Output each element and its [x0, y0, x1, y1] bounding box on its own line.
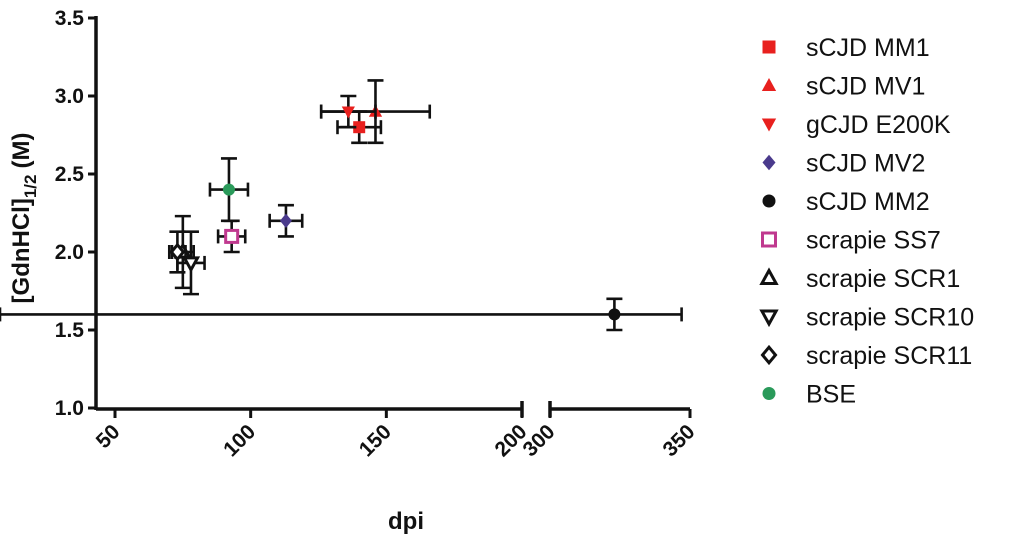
x-tick-label: 150 — [355, 420, 396, 461]
legend-item: sCJD MM2 — [762, 188, 930, 216]
legend-marker — [761, 231, 777, 248]
x-tick-label: 350 — [658, 420, 699, 461]
legend-marker — [761, 78, 777, 92]
legend-item: sCJD MM1 — [762, 34, 930, 62]
y-axis-title: [GdnHCl]1/2 (M) — [8, 133, 40, 304]
data-point — [353, 121, 366, 134]
y-tick-label: 3.0 — [55, 85, 84, 108]
series-scjd-mm2 — [0, 297, 683, 332]
legend-label: scrapie SCR11 — [806, 342, 972, 370]
y-axis-title-main: [GdnHCl] — [8, 198, 35, 303]
legend-item: sCJD MV1 — [761, 73, 925, 101]
legend-label: sCJD MM1 — [806, 34, 930, 62]
legend-marker — [759, 267, 779, 286]
data-point — [341, 106, 355, 119]
series-bse — [208, 157, 250, 223]
legend-marker — [762, 387, 776, 400]
legend-item: sCJD MV2 — [762, 150, 925, 178]
series-scrapie-scr10 — [176, 230, 206, 296]
legend-item: scrapie SS7 — [761, 227, 941, 255]
legend-marker — [761, 118, 777, 132]
series-gcjd-e200k — [319, 94, 377, 129]
data-point — [169, 242, 186, 262]
svg-text:[GdnHCl]1/2(M): [GdnHCl]1/2 (M) — [8, 133, 40, 304]
x-tick-label: 300 — [518, 420, 559, 461]
data-point — [279, 213, 292, 228]
legend-marker — [762, 40, 776, 54]
y-tick-label: 1.5 — [55, 319, 85, 342]
legend-label: BSE — [806, 381, 856, 409]
series-scrapie-scr11 — [167, 230, 187, 274]
x-axis-title: dpi — [388, 508, 424, 535]
y-axis-title-subscript: 1/2 — [21, 175, 40, 199]
series-scrapie-ss7 — [216, 219, 247, 254]
data-point — [608, 308, 621, 321]
legend-label: scrapie SS7 — [806, 227, 941, 255]
legend-marker — [760, 344, 778, 366]
legend-label: scrapie SCR10 — [806, 304, 974, 332]
legend-item: scrapie SCR1 — [759, 265, 960, 293]
legend: sCJD MM1 sCJD MV1 gCJD E200K sCJD MV2 sCJD M… — [759, 34, 974, 409]
y-tick-label: 3.5 — [55, 7, 85, 30]
axes — [88, 16, 692, 418]
data-marks — [0, 79, 683, 332]
data-point — [224, 228, 240, 244]
legend-item: gCJD E200K — [761, 111, 951, 139]
y-tick-label: 1.0 — [55, 397, 84, 420]
legend-item: scrapie SCR11 — [760, 342, 972, 370]
data-point — [181, 256, 201, 273]
y-tick-label: 2.0 — [55, 241, 84, 264]
x-tick-label: 100 — [219, 420, 260, 461]
legend-marker — [762, 194, 776, 208]
legend-label: scrapie SCR1 — [806, 265, 960, 293]
legend-marker — [759, 309, 779, 328]
y-tick-label: 2.5 — [55, 163, 85, 186]
legend-label: sCJD MM2 — [806, 188, 930, 216]
series-scjd-mv2 — [268, 203, 304, 238]
x-tick-label: 50 — [92, 420, 125, 453]
legend-item: BSE — [762, 381, 856, 409]
legend-item: scrapie SCR10 — [759, 304, 974, 332]
y-axis-title-unit: (M) — [8, 133, 35, 169]
legend-label: sCJD MV1 — [806, 73, 925, 101]
legend-label: sCJD MV2 — [806, 150, 925, 178]
legend-label: gCJD E200K — [806, 111, 951, 139]
legend-marker — [762, 154, 776, 171]
data-point — [222, 183, 235, 196]
